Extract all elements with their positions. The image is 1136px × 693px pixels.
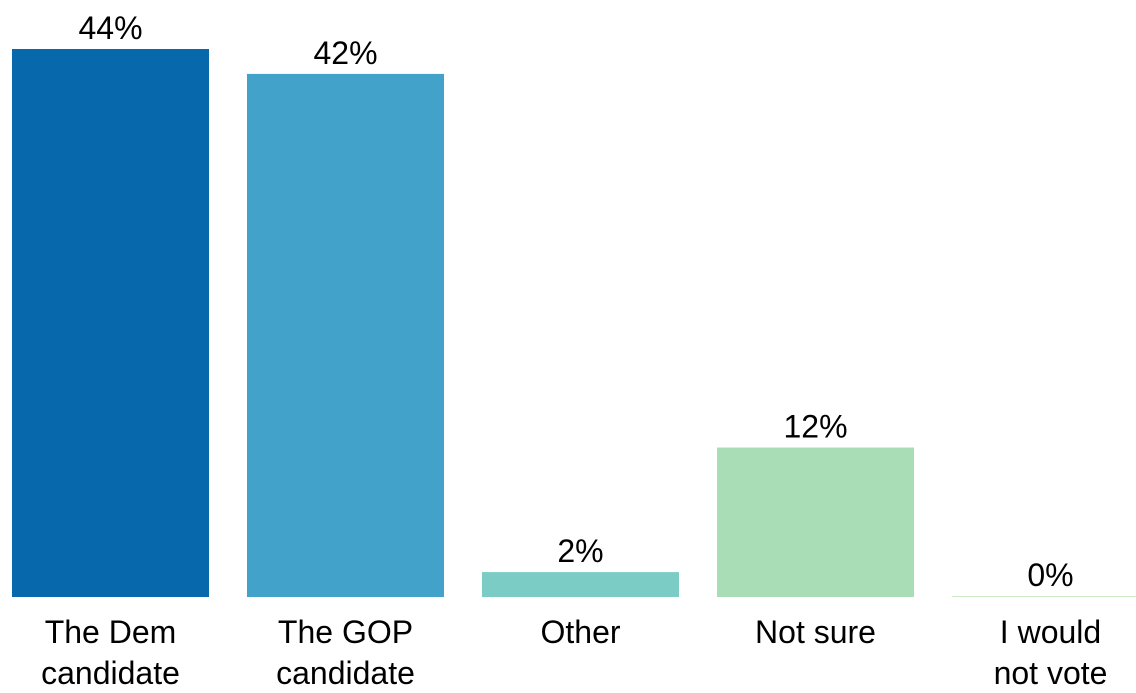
bar-3 [717,447,914,597]
category-label-1-line-1: candidate [276,655,415,691]
bar-1 [247,73,444,598]
category-label-2-line-0: Other [540,614,620,650]
value-labels-group: 44% 42% 2% 12% 0% [78,10,1073,593]
category-label-0-line-1: candidate [41,655,180,691]
category-labels-group: The Dem candidate The GOP candidate Other Not… [41,614,1107,691]
category-label-3-line-0: Not sure [755,614,876,650]
bar-2 [482,572,679,597]
category-label-0-line-0: The Dem [45,614,177,650]
category-label-4-line-1: not vote [994,655,1108,691]
value-label-0: 44% [78,10,142,46]
bar-0 [12,49,209,597]
value-label-4: 0% [1027,557,1073,593]
value-label-1: 42% [313,35,377,71]
value-label-3: 12% [783,409,847,445]
bars-group [12,49,1136,598]
value-label-2: 2% [557,533,603,569]
category-label-1-line-0: The GOP [278,614,413,650]
category-label-4-line-0: I would [1000,614,1101,650]
bar-4 [952,596,1136,597]
